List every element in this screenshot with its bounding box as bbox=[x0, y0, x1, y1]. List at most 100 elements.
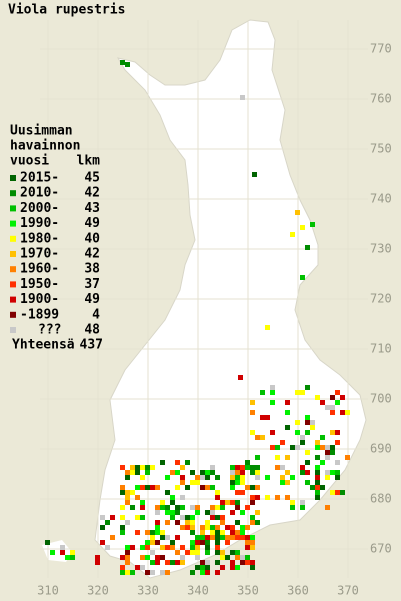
occurrence-square bbox=[175, 470, 180, 475]
legend-count: 48 bbox=[84, 323, 100, 338]
occurrence-square bbox=[275, 445, 280, 450]
occurrence-square bbox=[205, 570, 210, 575]
occurrence-square bbox=[250, 560, 255, 565]
legend-label: 1960- bbox=[20, 262, 59, 277]
occurrence-square bbox=[225, 540, 230, 545]
occurrence-square bbox=[180, 525, 185, 530]
occurrence-square bbox=[215, 475, 220, 480]
occurrence-square bbox=[305, 415, 310, 420]
occurrence-square bbox=[235, 535, 240, 540]
occurrence-square bbox=[320, 445, 325, 450]
occurrence-square bbox=[235, 480, 240, 485]
y-tick-label: 690 bbox=[370, 442, 392, 456]
occurrence-square bbox=[230, 465, 235, 470]
occurrence-square bbox=[120, 530, 125, 535]
occurrence-square bbox=[215, 540, 220, 545]
occurrence-square bbox=[190, 470, 195, 475]
occurrence-square bbox=[300, 435, 305, 440]
occurrence-square bbox=[240, 530, 245, 535]
occurrence-square bbox=[165, 520, 170, 525]
legend-count-heading: lkm bbox=[77, 154, 101, 169]
occurrence-square bbox=[240, 475, 245, 480]
occurrence-square bbox=[265, 475, 270, 480]
occurrence-square bbox=[310, 485, 315, 490]
y-tick-label: 720 bbox=[370, 292, 392, 306]
occurrence-square bbox=[175, 550, 180, 555]
occurrence-square bbox=[150, 465, 155, 470]
occurrence-square bbox=[300, 440, 305, 445]
occurrence-square bbox=[210, 470, 215, 475]
occurrence-square bbox=[245, 545, 250, 550]
occurrence-square bbox=[195, 555, 200, 560]
occurrence-square bbox=[305, 420, 310, 425]
occurrence-square bbox=[125, 560, 130, 565]
occurrence-square bbox=[140, 465, 145, 470]
x-tick-label: 370 bbox=[337, 584, 359, 598]
occurrence-square bbox=[120, 505, 125, 510]
legend-label: 2010- bbox=[20, 186, 59, 201]
occurrence-square bbox=[238, 375, 243, 380]
occurrence-square bbox=[330, 450, 335, 455]
occurrence-square bbox=[240, 490, 245, 495]
legend-count: 43 bbox=[84, 201, 100, 216]
occurrence-square bbox=[145, 485, 150, 490]
occurrence-square bbox=[245, 460, 250, 465]
occurrence-square bbox=[185, 460, 190, 465]
occurrence-square bbox=[205, 470, 210, 475]
occurrence-square bbox=[295, 420, 300, 425]
occurrence-square bbox=[215, 560, 220, 565]
occurrence-square bbox=[215, 550, 220, 555]
occurrence-square bbox=[175, 520, 180, 525]
occurrence-square bbox=[210, 525, 215, 530]
occurrence-square bbox=[200, 560, 205, 565]
legend-swatch bbox=[10, 311, 16, 318]
occurrence-square bbox=[260, 415, 265, 420]
legend-swatch bbox=[10, 296, 16, 303]
occurrence-square bbox=[140, 545, 145, 550]
occurrence-square bbox=[285, 455, 290, 460]
occurrence-square bbox=[160, 535, 165, 540]
occurrence-square bbox=[335, 440, 340, 445]
y-tick-label: 700 bbox=[370, 392, 392, 406]
occurrence-square bbox=[250, 410, 255, 415]
occurrence-square bbox=[340, 410, 345, 415]
occurrence-square bbox=[235, 470, 240, 475]
occurrence-square bbox=[285, 480, 290, 485]
occurrence-square bbox=[100, 540, 105, 545]
legend-count: 49 bbox=[84, 216, 100, 231]
occurrence-square bbox=[280, 440, 285, 445]
occurrence-square bbox=[205, 520, 210, 525]
occurrence-square bbox=[160, 505, 165, 510]
occurrence-square bbox=[225, 500, 230, 505]
legend-label: 1950- bbox=[20, 277, 59, 292]
occurrence-square bbox=[235, 505, 240, 510]
legend-label: 1990- bbox=[20, 216, 59, 231]
occurrence-square bbox=[290, 232, 295, 237]
occurrence-square bbox=[235, 465, 240, 470]
occurrence-square bbox=[345, 410, 350, 415]
occurrence-square bbox=[265, 495, 270, 500]
occurrence-square bbox=[190, 515, 195, 520]
occurrence-square bbox=[125, 495, 130, 500]
occurrence-square bbox=[120, 525, 125, 530]
occurrence-square bbox=[290, 500, 295, 505]
occurrence-square bbox=[160, 570, 165, 575]
title: Viola rupestris bbox=[8, 3, 125, 18]
x-tick-label: 310 bbox=[37, 584, 59, 598]
occurrence-square bbox=[340, 490, 345, 495]
legend-heading: Uusimman bbox=[10, 124, 73, 139]
occurrence-square bbox=[315, 485, 320, 490]
occurrence-square bbox=[180, 465, 185, 470]
legend-label: 1900- bbox=[20, 292, 59, 307]
x-tick-label: 340 bbox=[187, 584, 209, 598]
legend-count: 37 bbox=[84, 277, 100, 292]
occurrence-square bbox=[220, 505, 225, 510]
occurrence-square bbox=[50, 550, 55, 555]
occurrence-square bbox=[335, 400, 340, 405]
occurrence-square bbox=[205, 545, 210, 550]
occurrence-square bbox=[230, 565, 235, 570]
occurrence-square bbox=[150, 485, 155, 490]
occurrence-square bbox=[150, 530, 155, 535]
occurrence-square bbox=[185, 520, 190, 525]
legend-swatch bbox=[10, 175, 16, 181]
